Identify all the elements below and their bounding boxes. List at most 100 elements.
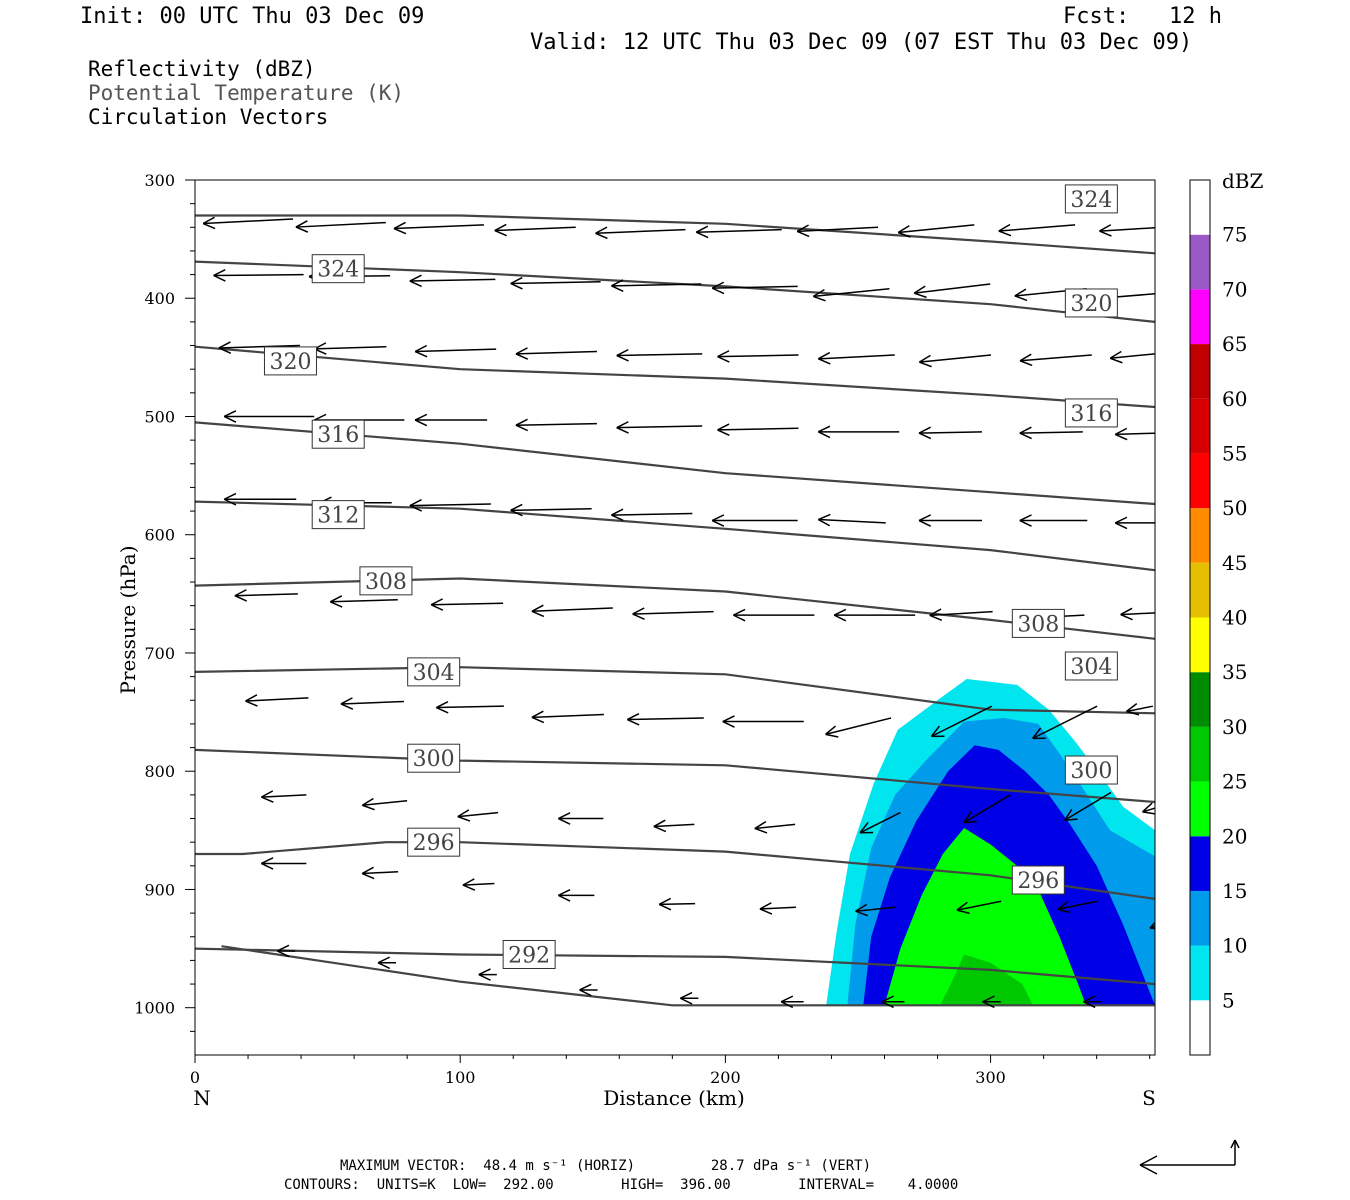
vector-arrow-87 <box>956 900 1002 915</box>
theta-contour-310-10 <box>195 214 1155 255</box>
vector-arrow-98 <box>1083 995 1102 1009</box>
svg-text:296: 296 <box>413 831 455 856</box>
contour-label-320-1: 320 <box>1064 288 1118 318</box>
theta-contour-308-4 <box>195 577 1155 640</box>
theta-contour-316-2 <box>195 421 1155 506</box>
forecast-hour: Fcst: 12 h <box>1063 4 1222 29</box>
vector-arrow-0 <box>202 216 294 230</box>
vector-arrow-8 <box>998 223 1076 237</box>
vector-arrow-45 <box>711 514 798 527</box>
x-axis-label: Distance (km) <box>603 1086 745 1110</box>
vector-arrow-3 <box>494 223 576 237</box>
vector-arrow-79 <box>1142 802 1155 815</box>
svg-text:300: 300 <box>413 747 455 772</box>
vector-arrow-54 <box>632 607 714 621</box>
vector-arrow-14 <box>611 279 702 292</box>
max-vector-note: MAXIMUM VECTOR: 48.4 m s⁻¹ (HORIZ) 28.7 … <box>340 1158 872 1174</box>
contour-label-320-0: 320 <box>263 346 317 376</box>
theta-contour-300-9 <box>195 50 1155 123</box>
vector-arrow-25 <box>717 350 799 363</box>
colorbar-swatch-0 <box>1190 1000 1210 1055</box>
vector-arrow-86 <box>855 903 896 917</box>
vector-arrow-70 <box>261 790 307 803</box>
vector-arrow-81 <box>361 866 399 880</box>
vector-arrow-56 <box>833 608 916 622</box>
svg-text:300: 300 <box>1070 759 1112 784</box>
vector-arrow-93 <box>579 983 598 997</box>
x-tick-label-0: 0 <box>190 1068 200 1087</box>
vector-arrow-42 <box>409 499 491 512</box>
contour-label-300-1: 300 <box>1064 755 1118 785</box>
vector-arrow-57 <box>929 608 993 621</box>
x-tick-label-300: 300 <box>975 1068 1006 1087</box>
vector-arrow-23 <box>515 347 597 360</box>
plot-frame <box>194 179 1156 1056</box>
y-tick-label-400: 400 <box>144 289 175 308</box>
vector-arrow-38 <box>1019 426 1083 440</box>
theta-contour-304-5 <box>195 666 1155 715</box>
colorbar-level-5: 5 <box>1222 988 1235 1012</box>
colorbar-swatch-1 <box>1190 945 1210 1001</box>
svg-text:316: 316 <box>317 423 359 448</box>
vector-arrow-15 <box>711 281 798 295</box>
vector-arrow-90 <box>276 944 296 958</box>
y-tick-label-500: 500 <box>144 407 175 426</box>
theta-contour-288-11 <box>221 945 1155 1007</box>
vector-arrow-20 <box>218 341 300 354</box>
vector-arrow-22 <box>414 344 497 358</box>
field-reflectivity-label: Reflectivity (dBZ) <box>88 57 316 81</box>
svg-text:304: 304 <box>413 661 455 686</box>
vector-arrow-4 <box>595 226 686 240</box>
svg-text:292: 292 <box>508 943 550 968</box>
vector-arrow-75 <box>754 821 796 834</box>
colorbar-level-60: 60 <box>1222 387 1247 411</box>
vector-arrow-30 <box>223 410 315 423</box>
vector-arrow-9 <box>1099 224 1155 237</box>
colorbar-level-50: 50 <box>1222 496 1247 520</box>
colorbar-swatch-11 <box>1190 398 1210 454</box>
theta-contour-300-6 <box>195 748 1155 804</box>
vector-arrow-73 <box>558 812 604 825</box>
vector-arrow-76 <box>859 811 901 834</box>
vector-arrow-63 <box>531 710 604 724</box>
colorbar-swatch-14 <box>1190 234 1210 290</box>
vector-arrow-46 <box>817 513 886 527</box>
vector-arrow-44 <box>611 508 693 522</box>
vector-arrow-29 <box>1109 350 1155 364</box>
vector-arrow-82 <box>462 878 495 891</box>
colorbar-level-30: 30 <box>1222 715 1247 739</box>
contour-labels: 324 324 320 320 316 316 312 308 308 304 300 300 296 2… <box>263 184 1118 969</box>
colorbar-level-55: 55 <box>1222 441 1247 465</box>
colorbar: 5 10 15 20 25 30 35 40 45 50 55 60 65 70 75 <box>1189 179 1247 1056</box>
vector-arrow-72 <box>457 809 499 822</box>
colorbar-level-75: 75 <box>1222 223 1247 247</box>
svg-text:304: 304 <box>1070 655 1112 680</box>
y-tick-label-700: 700 <box>144 644 175 663</box>
vector-arrow-59 <box>1120 607 1155 621</box>
vector-arrow-40 <box>223 492 297 506</box>
colorbar-level-20: 20 <box>1222 824 1247 848</box>
y-tick-label-600: 600 <box>144 526 175 545</box>
vector-arrow-71 <box>361 797 408 811</box>
vector-arrow-1 <box>295 220 386 233</box>
theta-contour-296-7 <box>195 841 1155 900</box>
vector-arrow-89 <box>1149 921 1155 930</box>
vector-arrow-68 <box>1032 705 1098 740</box>
vector-arrow-32 <box>414 413 488 427</box>
colorbar-swatch-9 <box>1190 508 1210 563</box>
vector-arrow-50 <box>234 589 298 602</box>
colorbar-level-25: 25 <box>1222 770 1247 794</box>
svg-text:324: 324 <box>1070 188 1112 213</box>
vector-arrow-88 <box>1057 900 1098 914</box>
vector-arrow-85 <box>759 902 796 915</box>
y-tick-label-1000: 1000 <box>134 999 175 1018</box>
vector-arrow-77 <box>963 794 1011 824</box>
axes: 300 400 500 600 700 800 900 1000 0 100 200 300 <box>134 171 1151 1087</box>
colorbar-swatch-12 <box>1190 344 1210 399</box>
colorbar-swatch-3 <box>1190 836 1210 891</box>
vector-arrow-67 <box>930 705 993 738</box>
contour-label-296-1: 296 <box>1011 865 1065 895</box>
vector-arrow-43 <box>510 503 592 517</box>
contour-label-308-1: 308 <box>1011 608 1065 638</box>
colorbar-swatch-6 <box>1190 672 1210 727</box>
